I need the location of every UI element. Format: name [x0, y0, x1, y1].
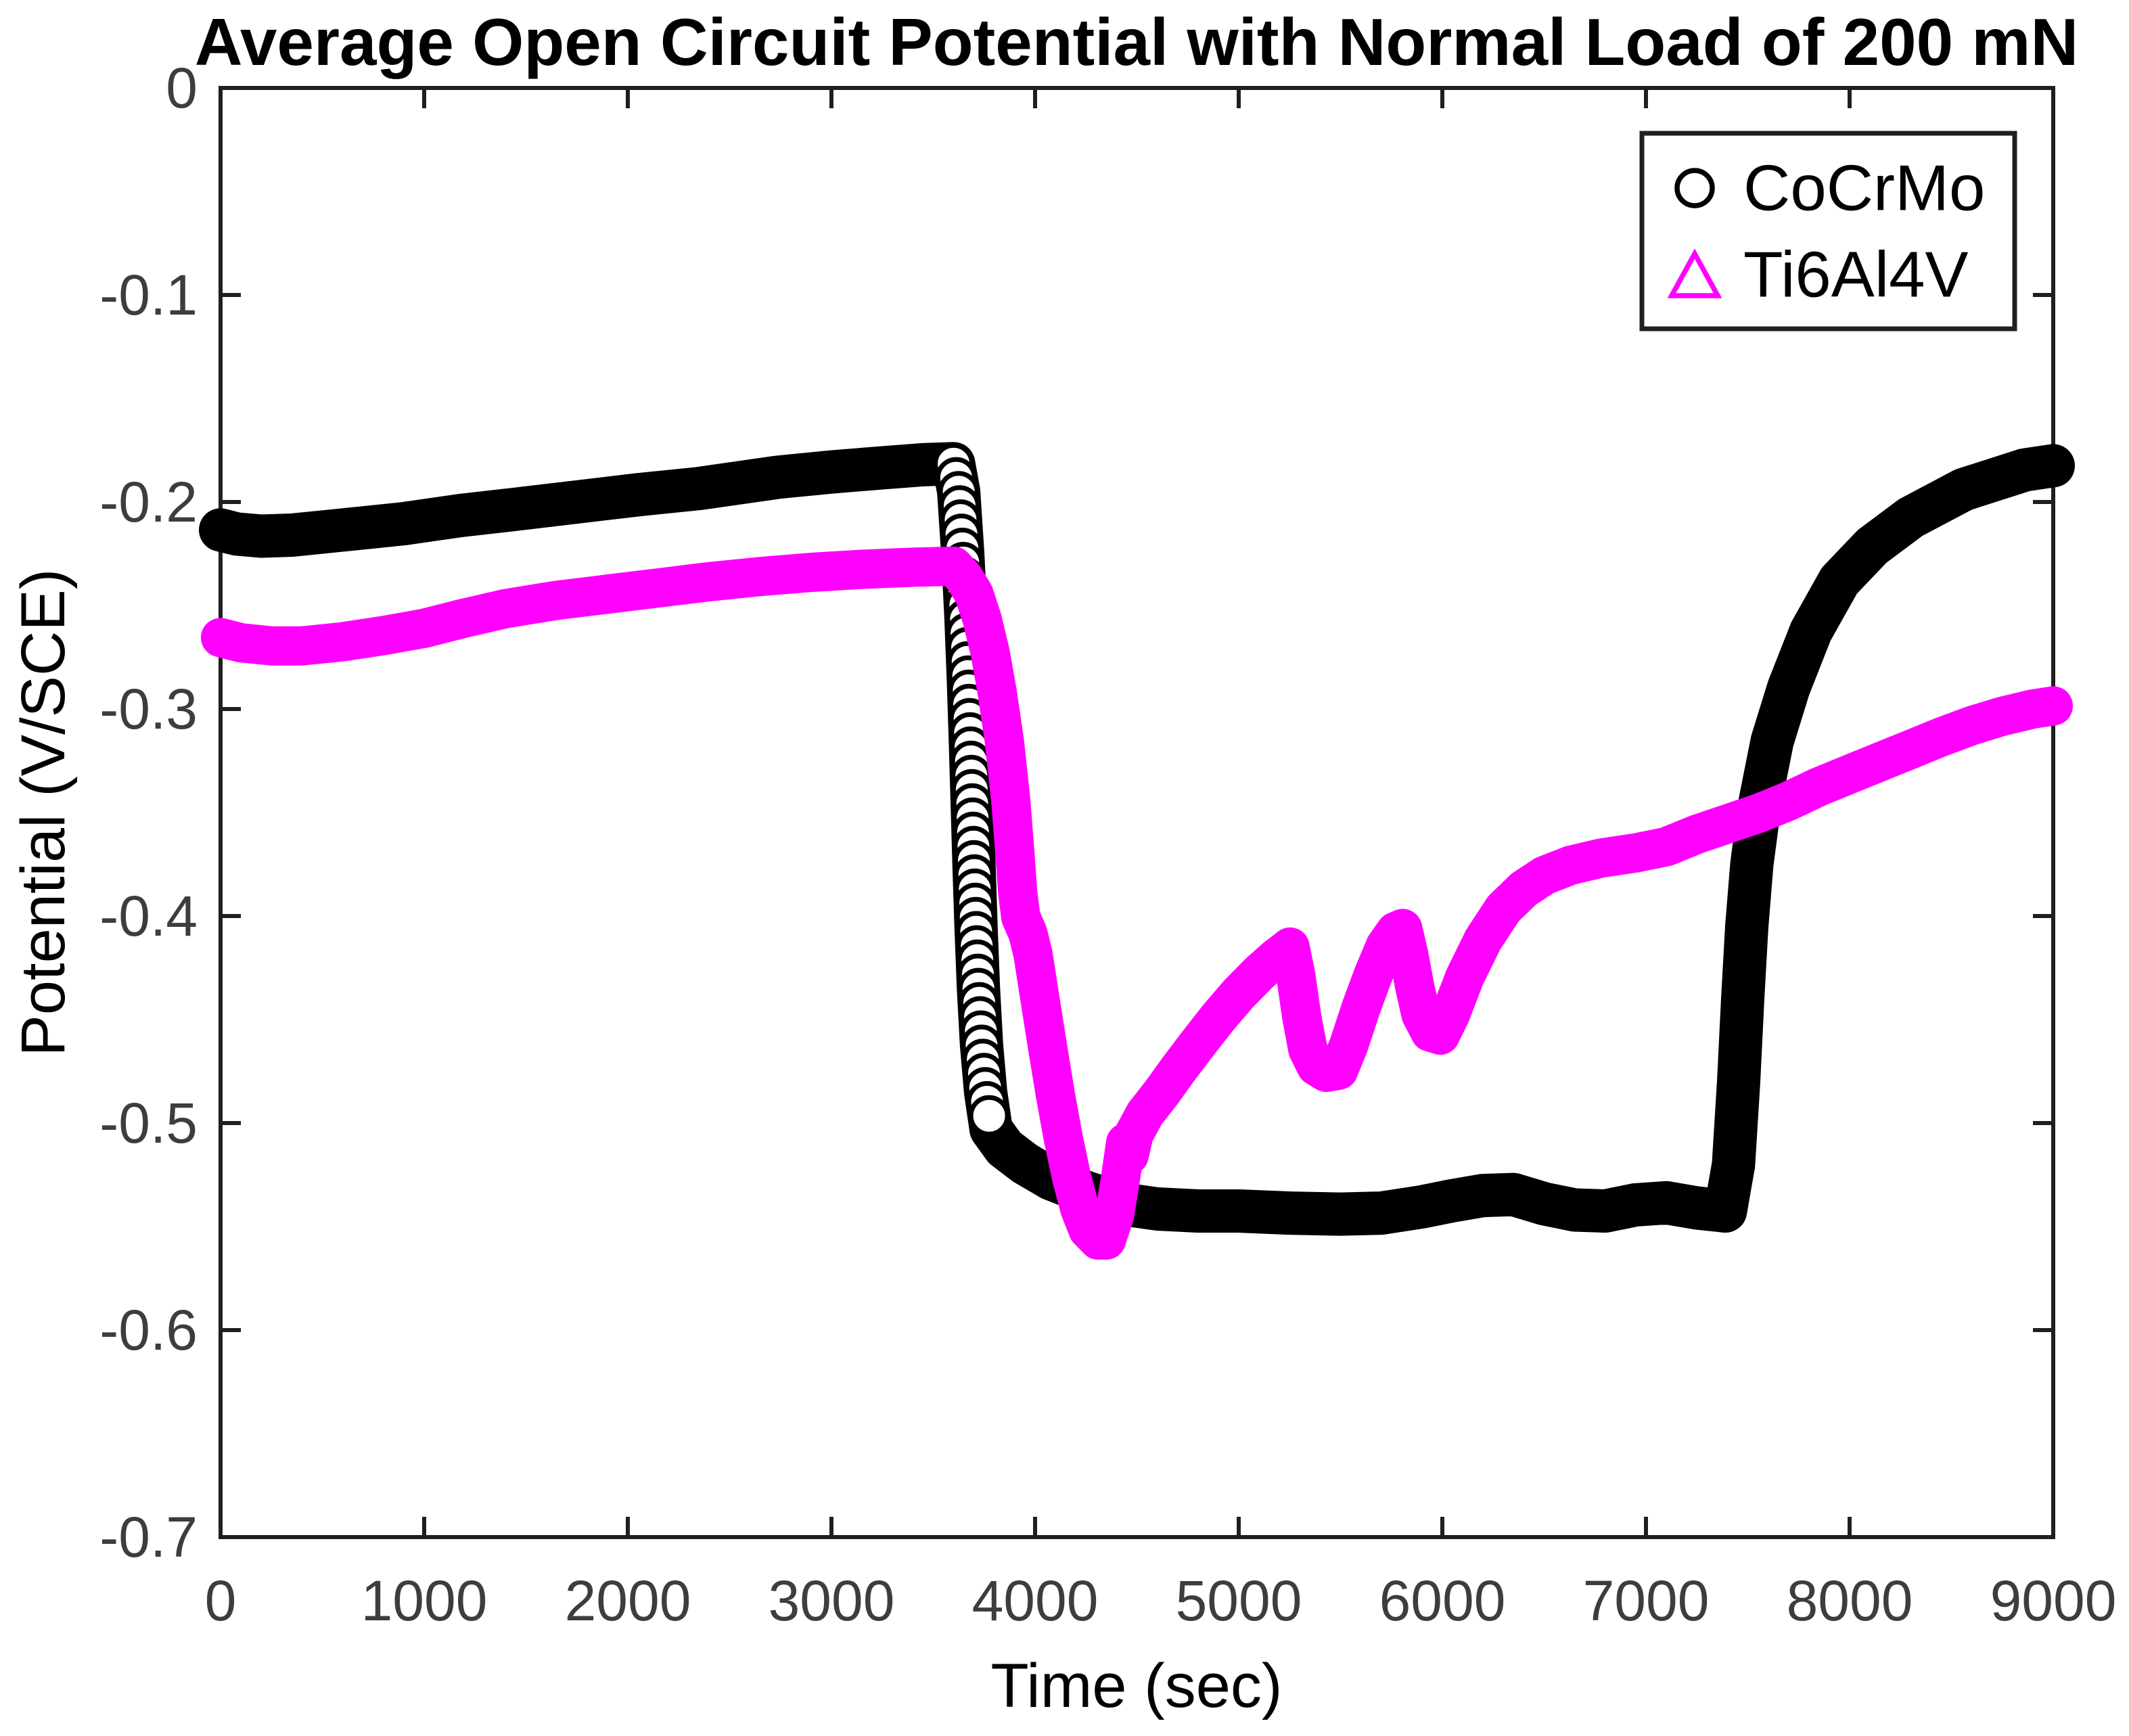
x-tick-label: 2000: [565, 1569, 691, 1632]
x-tick-label: 3000: [769, 1569, 895, 1632]
x-tick-label: 1000: [361, 1569, 488, 1632]
x-tick-label: 4000: [972, 1569, 1099, 1632]
x-tick-label: 5000: [1176, 1569, 1302, 1632]
y-tick-label: -0.3: [99, 677, 198, 741]
circle-marker-icon: [968, 1095, 1010, 1137]
y-tick-label: -0.5: [99, 1091, 198, 1155]
y-tick-label: 0: [166, 56, 198, 120]
plot-axes-box: [219, 86, 2055, 1539]
x-tick-label: 8000: [1787, 1569, 1913, 1632]
x-tick-label: 7000: [1583, 1569, 1710, 1632]
axis-ticks: [219, 86, 2055, 1539]
x-tick-label: 6000: [1379, 1569, 1506, 1632]
x-tick-label: 9000: [1990, 1569, 2117, 1632]
y-tick-label: -0.2: [99, 470, 198, 534]
chart-title: Average Open Circuit Potential with Norm…: [195, 5, 2078, 79]
ti6al4v-series-line: [201, 546, 2073, 1260]
y-tick-label: -0.4: [99, 884, 198, 948]
legend: CoCrMo Ti6Al4V: [1639, 131, 2017, 332]
legend-ti6al4v-triangle-icon: [1667, 248, 1722, 298]
y-tick-label: -0.7: [99, 1505, 198, 1569]
legend-cocrmo-circle-icon: [1674, 168, 1715, 208]
x-tick-label: 0: [205, 1569, 237, 1632]
legend-label-ti6al4v: Ti6Al4V: [1743, 239, 1969, 311]
legend-label-cocrmo: CoCrMo: [1743, 152, 1985, 225]
y-tick-label: -0.6: [99, 1298, 198, 1362]
x-axis-label: Time (sec): [990, 1651, 1282, 1720]
y-axis-label: Potential (V/SCE): [9, 569, 78, 1057]
y-tick-label: -0.1: [99, 263, 198, 327]
